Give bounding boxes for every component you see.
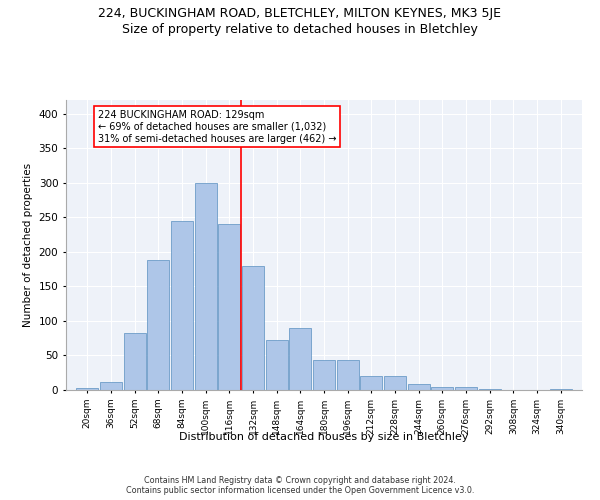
Text: 224 BUCKINGHAM ROAD: 129sqm
← 69% of detached houses are smaller (1,032)
31% of : 224 BUCKINGHAM ROAD: 129sqm ← 69% of det… xyxy=(98,110,336,144)
Bar xyxy=(550,388,572,390)
Bar xyxy=(384,376,406,390)
Bar xyxy=(455,386,477,390)
Text: Contains HM Land Registry data © Crown copyright and database right 2024.
Contai: Contains HM Land Registry data © Crown c… xyxy=(126,476,474,495)
Bar xyxy=(407,384,430,390)
Bar xyxy=(479,388,501,390)
Bar xyxy=(289,328,311,390)
Bar xyxy=(124,334,146,390)
Bar xyxy=(171,221,193,390)
Bar xyxy=(242,266,264,390)
Text: 224, BUCKINGHAM ROAD, BLETCHLEY, MILTON KEYNES, MK3 5JE: 224, BUCKINGHAM ROAD, BLETCHLEY, MILTON … xyxy=(98,8,502,20)
Bar xyxy=(100,382,122,390)
Bar xyxy=(218,224,241,390)
Bar xyxy=(147,260,169,390)
Bar xyxy=(313,360,335,390)
Bar xyxy=(76,388,98,390)
Text: Size of property relative to detached houses in Bletchley: Size of property relative to detached ho… xyxy=(122,22,478,36)
Bar xyxy=(431,386,454,390)
Y-axis label: Number of detached properties: Number of detached properties xyxy=(23,163,33,327)
Bar xyxy=(194,183,217,390)
Bar xyxy=(337,360,359,390)
Bar xyxy=(266,340,288,390)
Text: Distribution of detached houses by size in Bletchley: Distribution of detached houses by size … xyxy=(179,432,469,442)
Bar xyxy=(360,376,382,390)
